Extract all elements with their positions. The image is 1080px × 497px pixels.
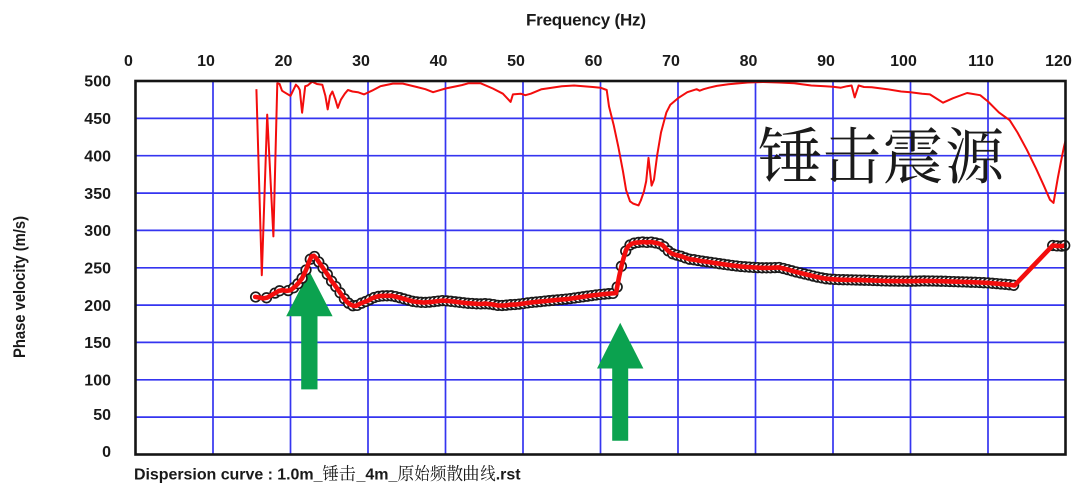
svg-text:90: 90: [817, 53, 835, 70]
svg-text:70: 70: [662, 53, 680, 70]
svg-text:40: 40: [430, 53, 448, 70]
svg-text:0: 0: [124, 53, 133, 70]
svg-text:.rst: .rst: [496, 467, 522, 484]
svg-text:500: 500: [84, 74, 111, 91]
svg-text:100: 100: [84, 373, 111, 390]
svg-text:50: 50: [507, 53, 525, 70]
svg-text:110: 110: [968, 53, 994, 70]
svg-text:60: 60: [585, 53, 603, 70]
svg-text:10: 10: [197, 53, 215, 70]
svg-text:450: 450: [84, 111, 111, 128]
svg-text:300: 300: [84, 223, 111, 240]
svg-text:0: 0: [102, 444, 111, 461]
svg-text:150: 150: [84, 335, 111, 352]
svg-text:350: 350: [84, 186, 111, 203]
svg-text:50: 50: [93, 407, 111, 424]
svg-text:Dispersion curve : 1.0m_: Dispersion curve : 1.0m_: [134, 467, 324, 484]
svg-text:Frequency (Hz): Frequency (Hz): [526, 10, 646, 29]
svg-text:_4m_: _4m_: [356, 467, 399, 484]
svg-text:200: 200: [84, 298, 111, 315]
svg-text:250: 250: [84, 260, 111, 277]
svg-text:120: 120: [1045, 53, 1072, 70]
svg-text:Phase velocity (m/s): Phase velocity (m/s): [11, 216, 29, 358]
svg-text:80: 80: [740, 53, 758, 70]
svg-text:30: 30: [352, 53, 370, 70]
svg-text:400: 400: [84, 148, 111, 165]
svg-text:100: 100: [890, 53, 917, 70]
svg-text:20: 20: [275, 53, 293, 70]
